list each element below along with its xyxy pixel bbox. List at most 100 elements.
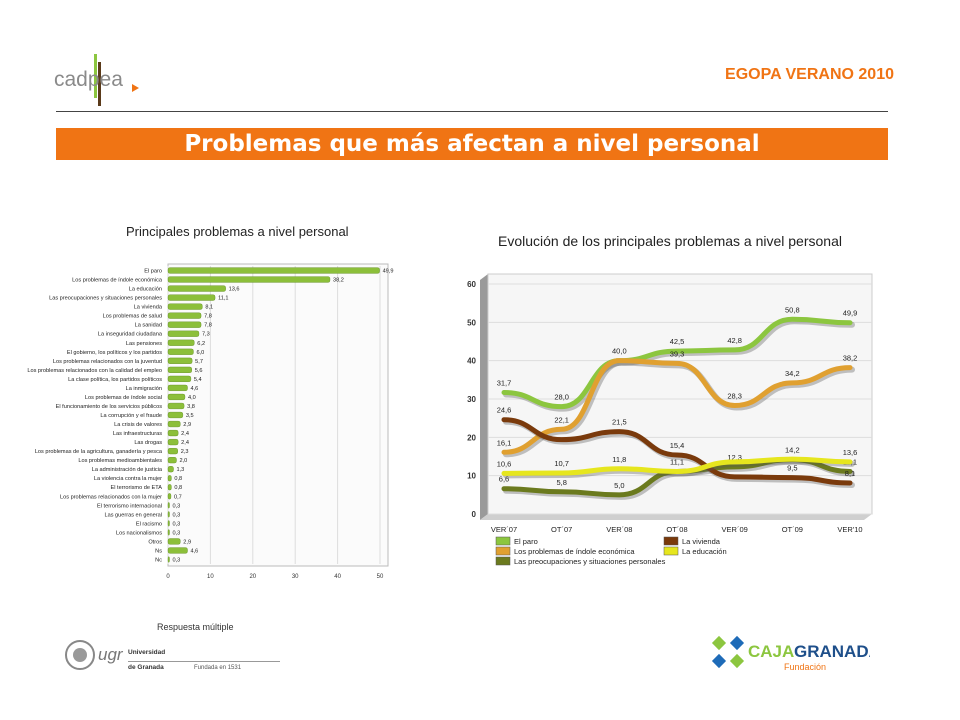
line-series [501, 358, 853, 455]
bar [167, 520, 170, 527]
bar [167, 502, 170, 509]
line-point-label: 39,3 [670, 349, 685, 358]
legend-swatch [663, 536, 679, 546]
bar-category-label: Los problemas relacionados con la juvent… [53, 359, 162, 365]
bar [167, 393, 186, 401]
bar-value-label: 2,9 [183, 539, 191, 545]
bar [167, 285, 226, 292]
bar-value-label: 0,3 [173, 557, 181, 563]
bar-value-label: 4,6 [191, 386, 199, 392]
line-point-label: 38,2 [843, 354, 858, 363]
ugr-line2: de Granada [128, 664, 164, 671]
bar-value-label: 0,3 [173, 521, 181, 527]
bar-value-label: 2,0 [179, 458, 187, 464]
bar-category-label: El racismo [136, 521, 162, 527]
legend-label: La vivienda [682, 537, 721, 546]
line-y-tick: 10 [467, 472, 476, 481]
bar [167, 402, 185, 410]
bar-value-label: 0,8 [174, 476, 182, 482]
legend-swatch [495, 546, 511, 556]
bar [167, 348, 194, 355]
bar-value-label: 2,4 [181, 431, 189, 437]
legend-label: Las preocupaciones y situaciones persona… [514, 557, 666, 566]
bar [167, 303, 203, 310]
bar-category-label: Las pensiones [126, 341, 162, 347]
line-point-label: 8,1 [845, 469, 855, 478]
bar-category-label: Las infraestructuras [113, 431, 162, 437]
bar-category-label: La inmigración [126, 386, 162, 392]
line-y-tick: 50 [467, 318, 476, 327]
line-series [501, 417, 853, 486]
legend-swatch [495, 536, 511, 546]
line-x-tick: OT´08 [666, 525, 687, 534]
bar [167, 357, 193, 364]
bar [167, 511, 170, 518]
bar-category-label: La crisis de valores [114, 422, 162, 428]
bar-category-label: Otros [148, 539, 162, 545]
line-x-tick: VER´09 [722, 525, 748, 534]
bar [167, 529, 170, 536]
bar-category-label: La inseguridad ciudadana [98, 332, 163, 338]
line-point-label: 21,5 [612, 418, 627, 427]
bar [167, 375, 192, 382]
bar-category-label: El gobierno, los políticos y los partido… [67, 350, 162, 356]
line-series [501, 456, 853, 476]
bar-plot-area [167, 263, 389, 567]
line-x-tick: VER´08 [606, 525, 632, 534]
ugr-founded: Fundada en 1531 [194, 665, 242, 671]
university-logo: ugr Universidad de Granada Fundada en 15… [65, 640, 280, 671]
bank-prefix: CAJA [748, 642, 794, 661]
line-point-label: 50,8 [785, 305, 800, 314]
bar [167, 420, 181, 428]
bar-chart-title: Principales problemas a nivel personal [126, 224, 349, 239]
line-point-label: 10,6 [497, 459, 512, 468]
bar-category-label: Los nacionalismos [116, 530, 162, 536]
bar-category-label: Los problemas de índole económica [72, 278, 163, 284]
line-point-label: 31,7 [497, 378, 512, 387]
bank-name: GRANADA [794, 642, 870, 661]
bar-value-label: 49,9 [383, 269, 394, 275]
line-point-label: 49,9 [843, 309, 858, 318]
line-x-tick: OT´07 [551, 525, 572, 534]
line-y-tick: 20 [467, 433, 476, 442]
legend-swatch [495, 556, 511, 566]
bar [167, 330, 200, 337]
bar-value-label: 13,6 [229, 287, 240, 293]
bar-value-label: 0,7 [174, 494, 182, 500]
caja-granada-logo: CAJA GRANADA Fundación [711, 635, 870, 672]
bar-category-label: Los problemas de salud [103, 314, 162, 320]
bar-value-label: 2,9 [183, 422, 191, 428]
bar-value-label: 38,2 [333, 278, 344, 284]
bar-x-tick: 30 [292, 574, 299, 580]
bar [167, 538, 181, 545]
bar-value-label: 2,4 [181, 440, 189, 446]
line-y-tick: 40 [467, 357, 476, 366]
line-chart-title: Evolución de los principales problemas a… [498, 233, 842, 249]
line-point-label: 22,1 [554, 415, 569, 424]
bar [167, 556, 170, 563]
bar-category-label: El funcionamiento de los servicios públi… [56, 404, 163, 410]
bar [167, 475, 172, 482]
bar-value-label: 6,0 [196, 350, 204, 356]
bar-category-label: Los problemas medioambientales [78, 458, 162, 464]
bar-value-label: 7,8 [204, 323, 212, 329]
line-floor [480, 514, 872, 520]
line-point-label: 42,8 [727, 336, 742, 345]
bar [167, 321, 202, 328]
line-side-wall [480, 274, 488, 520]
legend-label: La educación [682, 547, 727, 556]
line-point-label: 28,0 [554, 393, 569, 402]
bar-value-label: 8,1 [205, 305, 213, 311]
bar-category-label: El terrorismo internacional [97, 503, 162, 509]
line-point-label: 16,1 [497, 438, 512, 447]
bar [167, 484, 172, 491]
bar-category-label: La sanidad [135, 323, 162, 329]
bar-value-label: 0,3 [173, 503, 181, 509]
line-chart: Evolución de los principales problemas a… [467, 233, 873, 566]
bar-category-label: Las guerras en general [104, 512, 162, 518]
bar-category-label: Los problemas relacionados con la mujer [60, 494, 162, 500]
bar-value-label: 4,6 [191, 548, 199, 554]
bank-sub: Fundación [784, 662, 826, 672]
bar [167, 366, 192, 373]
line-point-label: 5,0 [614, 481, 624, 490]
